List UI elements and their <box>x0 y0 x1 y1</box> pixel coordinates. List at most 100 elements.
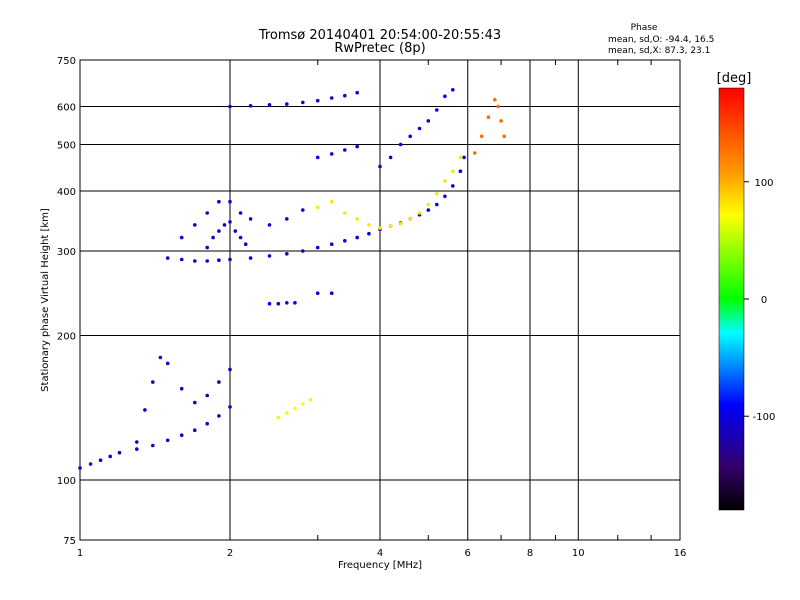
echo-point <box>165 361 170 366</box>
echo-point <box>108 454 112 459</box>
echo-point <box>222 223 227 227</box>
echo-point <box>301 402 305 406</box>
y-tick-label: 75 <box>63 536 76 547</box>
echo-point <box>217 199 221 204</box>
echo-point <box>228 220 232 224</box>
echo-point <box>179 433 184 438</box>
echo-point <box>158 355 163 360</box>
chart-subtitle: RwPretec (8p) <box>334 41 425 56</box>
colorbar-tick-label: -100 <box>753 412 776 423</box>
echo-point <box>217 414 221 418</box>
echo-point <box>426 208 431 212</box>
chart-title: Tromsø 20140401 20:54:00-20:55:43 <box>258 28 501 43</box>
echo-point <box>217 380 221 384</box>
echo-point <box>205 245 209 250</box>
echo-point <box>451 184 455 188</box>
echo-point <box>205 393 209 398</box>
echo-point <box>205 421 209 426</box>
phase-stats-o: mean, sd,O: -94.4, 16.5 <box>608 35 714 45</box>
y-tick-label: 750 <box>57 56 76 67</box>
echo-point <box>78 466 82 470</box>
echo-point <box>151 443 155 448</box>
echo-point <box>267 223 272 227</box>
echo-point <box>165 256 170 260</box>
echo-point <box>301 249 305 253</box>
echo-point <box>267 103 272 107</box>
echo-point <box>315 98 320 103</box>
echo-point <box>293 406 297 411</box>
echo-point <box>248 104 253 108</box>
echo-point <box>217 229 221 233</box>
echo-point <box>238 211 243 215</box>
x-tick-label: 4 <box>377 548 383 559</box>
echo-point <box>285 102 289 106</box>
echo-point <box>355 144 360 149</box>
echo-point <box>267 254 272 258</box>
y-tick-label: 300 <box>57 247 76 258</box>
colorbar-tick-label: 100 <box>754 178 773 189</box>
echo-point <box>329 96 334 100</box>
echo-point <box>462 155 466 160</box>
echo-point <box>301 208 305 212</box>
echo-point <box>329 152 334 156</box>
echo-point <box>343 239 347 243</box>
echo-point <box>451 88 455 92</box>
echo-point <box>451 169 455 173</box>
echo-point <box>435 191 439 196</box>
echo-point <box>408 134 413 139</box>
echo-point <box>443 94 447 99</box>
y-tick-label: 600 <box>57 103 76 114</box>
echo-point <box>143 408 147 412</box>
echo-point <box>193 259 197 263</box>
y-axis-label: Stationary phase Virtual Height [km] <box>40 208 51 392</box>
echo-point <box>435 202 439 207</box>
echo-point <box>217 258 221 263</box>
y-tick-label: 100 <box>57 476 76 487</box>
echo-point <box>367 223 371 227</box>
echo-point <box>179 386 184 391</box>
grid-lines <box>80 60 680 540</box>
echo-point <box>458 155 463 160</box>
data-points <box>78 88 507 470</box>
echo-point <box>228 199 232 204</box>
echo-point <box>458 169 463 173</box>
echo-point <box>285 252 289 256</box>
colorbar-ramp <box>718 87 745 511</box>
axis-ticks: 1 2 4 6 8 10 16 75 100 200 300 400 500 600 750 <box>57 56 686 559</box>
echo-point <box>435 108 439 112</box>
phase-stats-title: Phase <box>631 23 658 33</box>
echo-point <box>315 291 320 296</box>
echo-point <box>211 235 215 240</box>
x-tick-label: 8 <box>527 548 533 559</box>
echo-point <box>315 245 320 250</box>
echo-point <box>479 134 484 139</box>
echo-point <box>367 231 371 236</box>
echo-point <box>193 428 197 433</box>
x-tick-label: 1 <box>77 548 83 559</box>
echo-point <box>293 301 297 305</box>
x-tick-label: 6 <box>465 548 471 559</box>
colorbar-tick-label: 0 <box>761 295 767 306</box>
echo-point <box>285 411 289 415</box>
echo-point <box>443 179 447 183</box>
echo-point <box>165 438 170 443</box>
echo-point <box>329 242 334 246</box>
echo-point <box>228 104 232 109</box>
echo-point <box>205 211 209 215</box>
echo-point <box>228 367 232 372</box>
colorbar-ticks: 100 0 -100 <box>744 178 775 423</box>
echo-point <box>88 462 93 466</box>
echo-point <box>499 119 503 123</box>
echo-point <box>398 142 403 147</box>
echo-point <box>343 211 347 215</box>
echo-point <box>417 126 422 131</box>
y-tick-label: 400 <box>57 187 76 198</box>
echo-point <box>228 257 232 262</box>
echo-point <box>98 458 103 463</box>
echo-point <box>193 223 197 227</box>
x-tick-label: 10 <box>572 548 585 559</box>
echo-point <box>473 151 477 155</box>
echo-point <box>329 199 334 204</box>
echo-point <box>205 259 209 263</box>
echo-point <box>502 134 507 139</box>
